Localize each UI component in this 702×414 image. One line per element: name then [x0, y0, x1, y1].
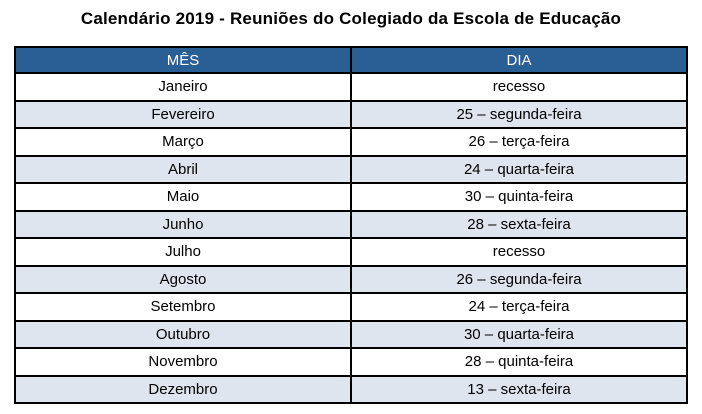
month-cell: Abril — [14, 154, 352, 184]
table-row: Novembro 28 – quinta-feira — [14, 347, 688, 377]
day-cell: 28 – sexta-feira — [350, 209, 688, 239]
day-cell: 30 – quinta-feira — [350, 182, 688, 212]
column-header-mes: MÊS — [14, 46, 352, 74]
month-cell: Setembro — [14, 292, 352, 322]
month-cell: Março — [14, 127, 352, 157]
day-cell: 26 – segunda-feira — [350, 264, 688, 294]
month-cell: Dezembro — [14, 374, 352, 404]
month-cell: Maio — [14, 182, 352, 212]
day-cell: 28 – quinta-feira — [350, 347, 688, 377]
month-cell: Outubro — [14, 319, 352, 349]
day-cell: 30 – quarta-feira — [350, 319, 688, 349]
day-cell: 24 – terça-feira — [350, 292, 688, 322]
table-row: Janeiro recesso — [14, 72, 688, 102]
day-cell: 24 – quarta-feira — [350, 154, 688, 184]
table-row: Setembro 24 – terça-feira — [14, 292, 688, 322]
month-cell: Junho — [14, 209, 352, 239]
header-row: MÊS DIA — [14, 46, 688, 74]
table-row: Julho recesso — [14, 237, 688, 267]
page-title: Calendário 2019 - Reuniões do Colegiado … — [80, 9, 622, 28]
month-cell: Agosto — [14, 264, 352, 294]
table-row: Outubro 30 – quarta-feira — [14, 319, 688, 349]
column-header-dia: DIA — [350, 46, 688, 74]
month-cell: Fevereiro — [14, 99, 352, 129]
table-row: Junho 28 – sexta-feira — [14, 209, 688, 239]
table-row: Abril 24 – quarta-feira — [14, 154, 688, 184]
calendar-table-body: Janeiro recesso Fevereiro 25 – segunda-feir… — [14, 72, 688, 404]
day-cell: 25 – segunda-feira — [350, 99, 688, 129]
table-row: Maio 30 – quinta-feira — [14, 182, 688, 212]
table-row: Fevereiro 25 – segunda-feira — [14, 99, 688, 129]
month-cell: Janeiro — [14, 72, 352, 102]
day-cell: 26 – terça-feira — [350, 127, 688, 157]
day-cell: 13 – sexta-feira — [350, 374, 688, 404]
table-row: Março 26 – terça-feira — [14, 127, 688, 157]
month-cell: Novembro — [14, 347, 352, 377]
month-cell: Julho — [14, 237, 352, 267]
calendar-table: MÊS DIA Janeiro recesso Fevereiro 25 – segu… — [14, 46, 688, 404]
day-cell: recesso — [350, 72, 688, 102]
day-cell: recesso — [350, 237, 688, 267]
table-row: Dezembro 13 – sexta-feira — [14, 374, 688, 404]
table-row: Agosto 26 – segunda-feira — [14, 264, 688, 294]
